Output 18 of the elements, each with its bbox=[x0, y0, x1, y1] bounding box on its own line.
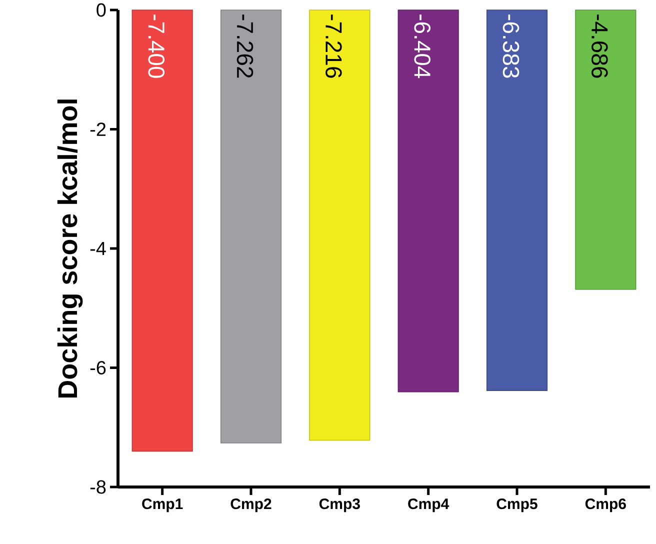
data-label: -4.686 bbox=[592, 14, 608, 78]
x-tick-label: Cmp2 bbox=[230, 498, 272, 512]
y-tick-label: -8 bbox=[90, 480, 106, 494]
y-tick-label: -6 bbox=[90, 361, 106, 374]
y-axis-title: Docking score kcal/mol bbox=[57, 100, 83, 398]
x-tick-label: Cmp1 bbox=[142, 498, 183, 512]
x-tick-label: Cmp6 bbox=[585, 498, 626, 512]
data-label: -7.262 bbox=[236, 14, 254, 78]
data-label: -7.216 bbox=[326, 14, 342, 78]
data-label: -7.400 bbox=[148, 14, 164, 78]
y-tick-label: -4 bbox=[90, 242, 106, 256]
x-tick-label: Cmp5 bbox=[496, 498, 538, 512]
data-label: -6.404 bbox=[414, 14, 430, 78]
y-tick-label: 0 bbox=[96, 3, 106, 17]
y-tick-label: -2 bbox=[90, 122, 106, 136]
x-tick-label: Cmp3 bbox=[319, 498, 360, 512]
x-tick-label: Cmp4 bbox=[408, 498, 450, 512]
data-label: -6.383 bbox=[502, 14, 520, 78]
